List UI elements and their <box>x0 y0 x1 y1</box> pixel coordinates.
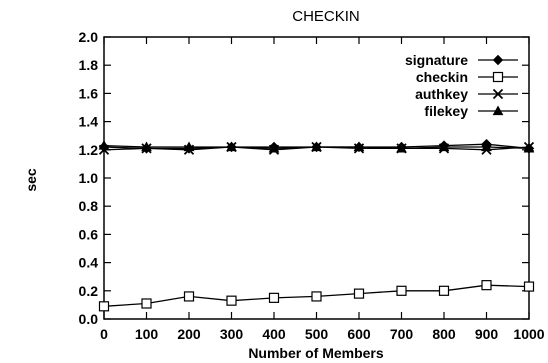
x-tick-label: 100 <box>135 326 159 342</box>
x-tick-label: 800 <box>432 326 456 342</box>
point-checkin <box>98 301 110 312</box>
point-filekey <box>226 141 237 152</box>
y-tick-label: 0.2 <box>79 283 99 299</box>
y-tick-label: 2.0 <box>79 29 99 45</box>
x-tick-label: 700 <box>390 326 414 342</box>
legend-entry-signature: signature <box>405 52 518 68</box>
point-filekey <box>141 141 152 152</box>
point-filekey <box>268 142 280 153</box>
point-filekey <box>311 141 322 152</box>
y-tick-label: 0.0 <box>79 311 99 327</box>
point-checkin <box>481 280 492 291</box>
legend-entry-authkey: authkey <box>415 86 518 102</box>
legend-entry-checkin: checkin <box>416 69 518 85</box>
y-axis-label: sec <box>23 168 39 192</box>
x-tick-label: 200 <box>177 326 201 342</box>
point-checkin <box>226 295 237 306</box>
point-checkin <box>438 285 450 296</box>
y-tick-label: 1.8 <box>79 57 99 73</box>
x-tick-label: 400 <box>262 326 286 342</box>
x-tick-label: 0 <box>100 326 108 342</box>
legend-label: checkin <box>416 69 468 85</box>
x-tick-label: 600 <box>347 326 371 342</box>
legend-label: authkey <box>415 86 468 102</box>
point-filekey <box>98 140 110 150</box>
legend-marker <box>492 54 504 66</box>
x-tick-label: 900 <box>475 326 499 342</box>
point-checkin <box>523 281 535 292</box>
legend-entry-filekey: filekey <box>424 103 518 119</box>
series-filekey <box>98 140 535 153</box>
point-filekey <box>353 141 365 152</box>
point-filekey <box>438 141 450 152</box>
point-checkin <box>353 288 365 299</box>
x-axis-label: Number of Members <box>248 345 384 361</box>
point-filekey <box>523 142 535 153</box>
series-checkin <box>98 280 535 312</box>
legend-label: filekey <box>424 103 468 119</box>
y-tick-label: 0.6 <box>79 226 99 242</box>
point-checkin <box>311 291 322 302</box>
x-tick-label: 300 <box>220 326 244 342</box>
legend-marker <box>492 88 504 100</box>
y-tick-label: 1.0 <box>79 170 99 186</box>
y-tick-label: 1.4 <box>79 114 99 130</box>
point-checkin <box>141 298 152 309</box>
x-tick-label: 500 <box>305 326 329 342</box>
series-layer <box>98 138 535 312</box>
point-filekey <box>481 141 492 152</box>
legend-label: signature <box>405 52 468 68</box>
point-checkin <box>396 285 407 296</box>
y-tick-label: 1.6 <box>79 85 99 101</box>
y-tick-label: 0.4 <box>79 255 99 271</box>
chart-title: CHECKIN <box>292 8 360 25</box>
y-tick-label: 1.2 <box>79 142 99 158</box>
x-tick-label: 1000 <box>513 326 544 342</box>
point-checkin <box>183 291 195 302</box>
axis-ticks: 0.0 0.2 0.4 0.6 0.8 1.0 1.2 1.4 1.6 1.8 2.0 0 100 200… <box>79 29 545 342</box>
legend-marker <box>492 105 504 116</box>
legend-marker <box>492 71 504 83</box>
point-checkin <box>268 292 280 303</box>
legend-marker-stroke <box>492 88 504 100</box>
y-tick-label: 0.8 <box>79 198 99 214</box>
point-filekey <box>396 142 407 153</box>
point-filekey <box>183 141 195 152</box>
